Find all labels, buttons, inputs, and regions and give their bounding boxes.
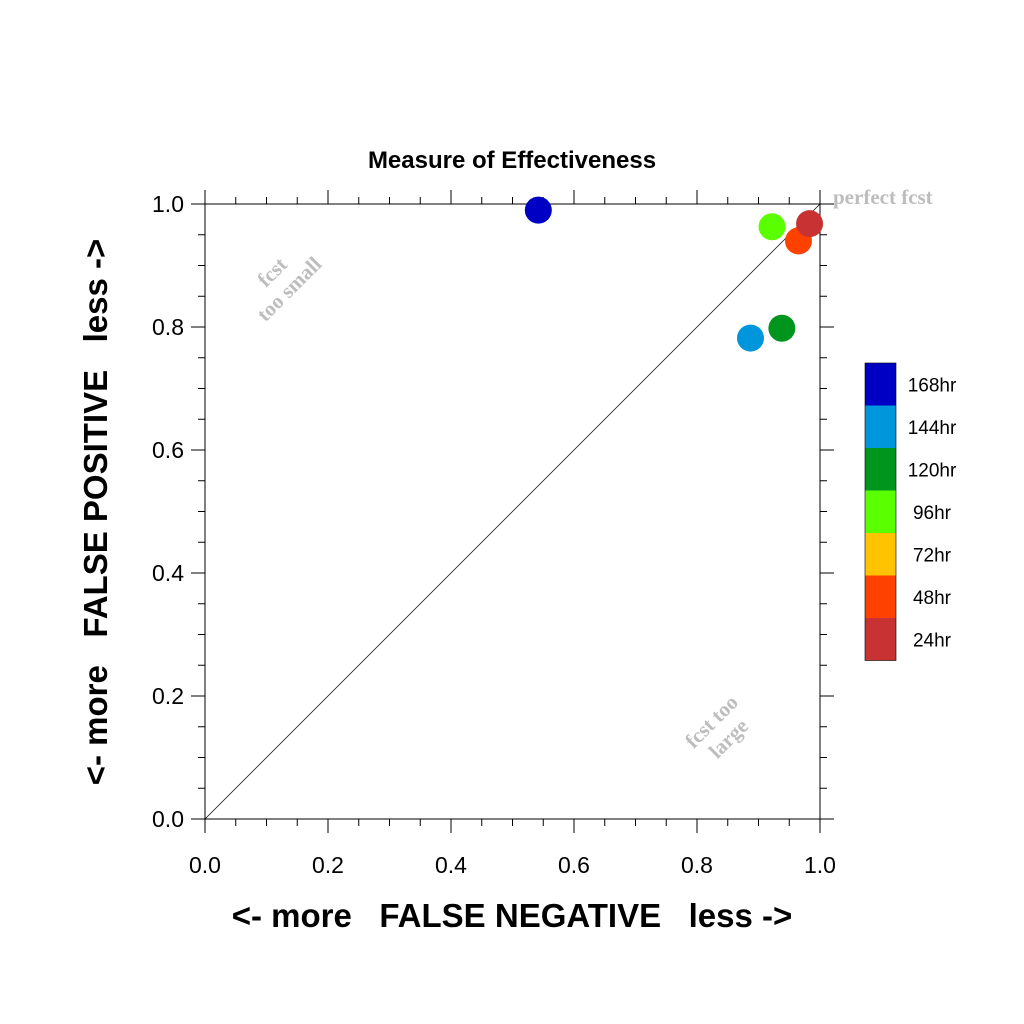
y-tick-label: 0.4 [152,560,184,586]
y-tick-label: 0.0 [152,806,184,832]
legend-swatch-72hr [865,533,896,576]
x-axis-label: <- more FALSE NEGATIVE less -> [232,897,793,934]
legend-swatch-24hr [865,618,896,661]
legend-label-72hr: 72hr [913,545,952,566]
legend-label-48hr: 48hr [913,588,952,609]
legend-swatch-48hr [865,575,896,618]
y-tick-label: 1.0 [152,191,184,217]
x-tick-label: 0.6 [558,852,590,878]
legend-swatch-120hr [865,448,896,491]
perfect-forecast-diagonal [204,203,821,820]
x-tick-label: 0.4 [435,852,467,878]
y-tick-label: 0.8 [152,314,184,340]
legend-label-24hr: 24hr [913,630,952,651]
too-small-annotation: fcst too small [252,252,326,326]
legend-frame [864,362,897,661]
y-tick-label: 0.6 [152,437,184,463]
point-120hr [768,314,796,342]
legend: 168hr 144hr 120hr 96hr 72hr 48hr 24hr [864,362,957,661]
data-points [524,196,824,352]
legend-label-144hr: 144hr [908,418,957,439]
point-144hr [737,324,765,352]
legend-swatch-168hr [865,363,896,406]
x-tick-label: 0.2 [312,852,344,878]
axis-ticks [191,190,834,833]
legend-swatch-144hr [865,405,896,448]
x-tick-label: 1.0 [804,852,836,878]
y-tick-label: 0.2 [152,683,184,709]
point-168hr [524,196,552,224]
x-tick-label: 0.8 [681,852,713,878]
x-tick-label: 0.0 [189,852,221,878]
too-large-annotation: fcst too large [680,690,753,763]
point-96hr [758,213,786,241]
tick-labels: 0.0 0.2 0.4 0.6 0.8 1.0 0.0 0.2 0.4 0.6 0.8 1.0 [152,191,836,878]
legend-label-120hr: 120hr [908,460,957,481]
legend-label-96hr: 96hr [913,503,952,524]
chart-title: Measure of Effectiveness [368,147,656,174]
y-axis-label: <- more FALSE POSITIVE less -> [77,239,114,786]
point-24hr [796,210,824,238]
legend-swatch-96hr [865,490,896,533]
legend-label-168hr: 168hr [908,375,957,396]
perfect-forecast-annotation: perfect fcst [833,185,933,209]
